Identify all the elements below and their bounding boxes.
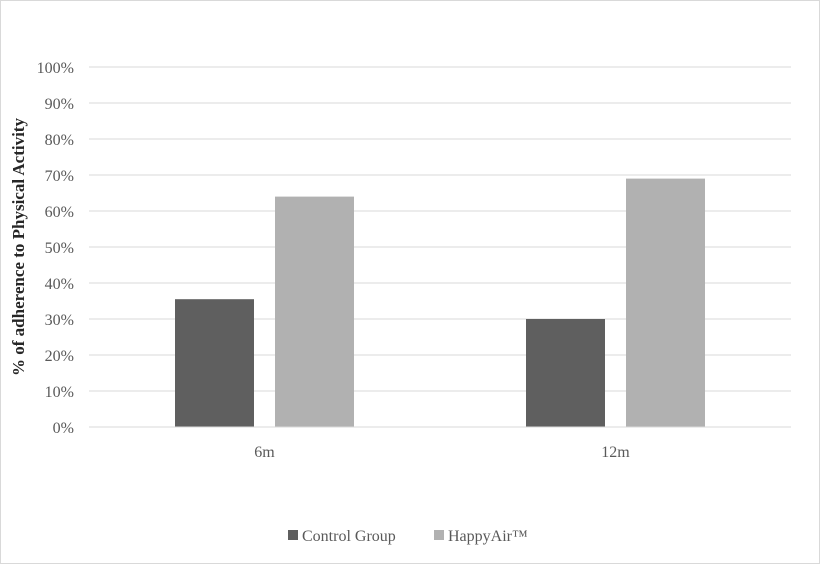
y-tick-label: 100%	[37, 60, 74, 77]
legend: Control Group HappyAir™	[288, 528, 528, 545]
legend-label: HappyAir™	[448, 528, 528, 545]
bar-control-group-6m	[175, 299, 254, 427]
x-tick-label: 6m	[254, 444, 275, 461]
bar-happyair-12m	[626, 178, 705, 427]
y-tick-label: 0%	[53, 420, 74, 437]
x-tick-label: 12m	[601, 444, 630, 461]
bars	[175, 178, 705, 427]
y-tick-label: 10%	[45, 384, 74, 401]
y-axis-tick-labels: 0% 10% 20% 30% 40% 50% 60% 70% 80% 90% 100%	[37, 60, 74, 437]
y-tick-label: 20%	[45, 348, 74, 365]
y-tick-label: 90%	[45, 96, 74, 113]
y-tick-label: 40%	[45, 276, 74, 293]
y-tick-label: 60%	[45, 204, 74, 221]
y-tick-label: 30%	[45, 312, 74, 329]
legend-swatch	[288, 530, 298, 540]
x-axis: 6m 12m	[89, 426, 791, 461]
y-axis-title: % of adherence to Physical Activity	[9, 118, 28, 376]
bar-happyair-6m	[275, 196, 354, 427]
bar-control-group-12m	[526, 319, 605, 427]
legend-swatch	[434, 530, 444, 540]
y-tick-label: 50%	[45, 240, 74, 257]
legend-label: Control Group	[302, 528, 396, 545]
y-tick-label: 80%	[45, 132, 74, 149]
y-tick-label: 70%	[45, 168, 74, 185]
